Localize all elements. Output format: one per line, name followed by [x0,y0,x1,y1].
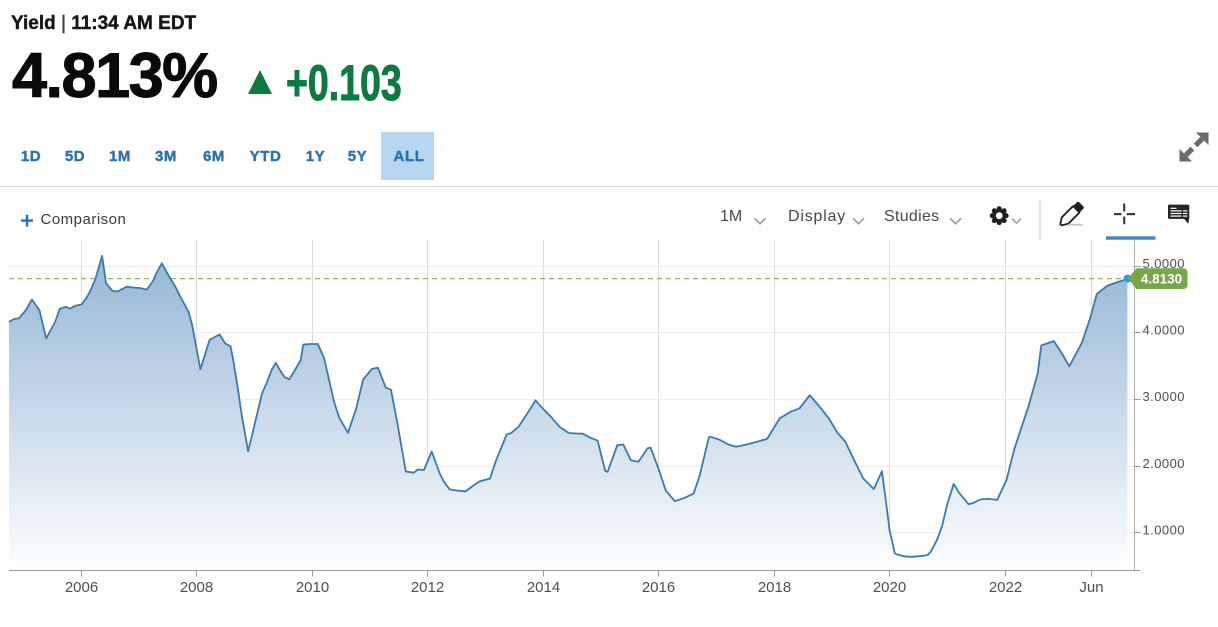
svg-text:4.8130: 4.8130 [1141,271,1182,286]
svg-text:2020: 2020 [873,579,906,596]
svg-text:2008: 2008 [180,579,213,596]
svg-text:5.0000: 5.0000 [1143,256,1185,271]
svg-text:2012: 2012 [411,579,444,596]
svg-text:2014: 2014 [527,579,560,596]
svg-text:2022: 2022 [989,579,1022,596]
svg-text:2010: 2010 [296,579,329,596]
svg-text:2006: 2006 [65,579,98,596]
svg-text:Jun: Jun [1079,579,1103,596]
svg-text:2016: 2016 [642,579,675,596]
svg-text:4.0000: 4.0000 [1143,323,1185,338]
svg-text:2.0000: 2.0000 [1143,456,1185,471]
svg-text:1.0000: 1.0000 [1143,523,1185,538]
svg-text:2018: 2018 [758,579,791,596]
svg-text:3.0000: 3.0000 [1143,389,1185,404]
